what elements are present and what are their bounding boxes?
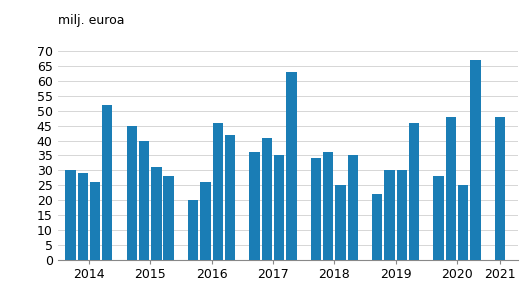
Bar <box>274 156 284 260</box>
Bar <box>90 182 100 260</box>
Bar <box>139 140 149 260</box>
Bar <box>188 200 198 260</box>
Bar <box>126 126 137 260</box>
Bar <box>225 135 235 260</box>
Bar <box>65 170 76 260</box>
Bar <box>385 170 395 260</box>
Bar <box>372 194 382 260</box>
Bar <box>151 167 161 260</box>
Bar <box>311 159 321 260</box>
Bar <box>397 170 407 260</box>
Bar <box>470 60 481 260</box>
Bar <box>249 153 260 260</box>
Bar <box>286 72 297 260</box>
Bar <box>433 176 444 260</box>
Bar <box>323 153 333 260</box>
Bar <box>213 123 223 260</box>
Bar <box>335 185 345 260</box>
Text: milj. euroa: milj. euroa <box>58 14 125 27</box>
Bar <box>102 105 113 260</box>
Bar <box>348 156 358 260</box>
Bar <box>200 182 211 260</box>
Bar <box>262 137 272 260</box>
Bar <box>163 176 174 260</box>
Bar <box>495 117 505 260</box>
Bar <box>446 117 456 260</box>
Bar <box>409 123 419 260</box>
Bar <box>78 173 88 260</box>
Bar <box>458 185 468 260</box>
